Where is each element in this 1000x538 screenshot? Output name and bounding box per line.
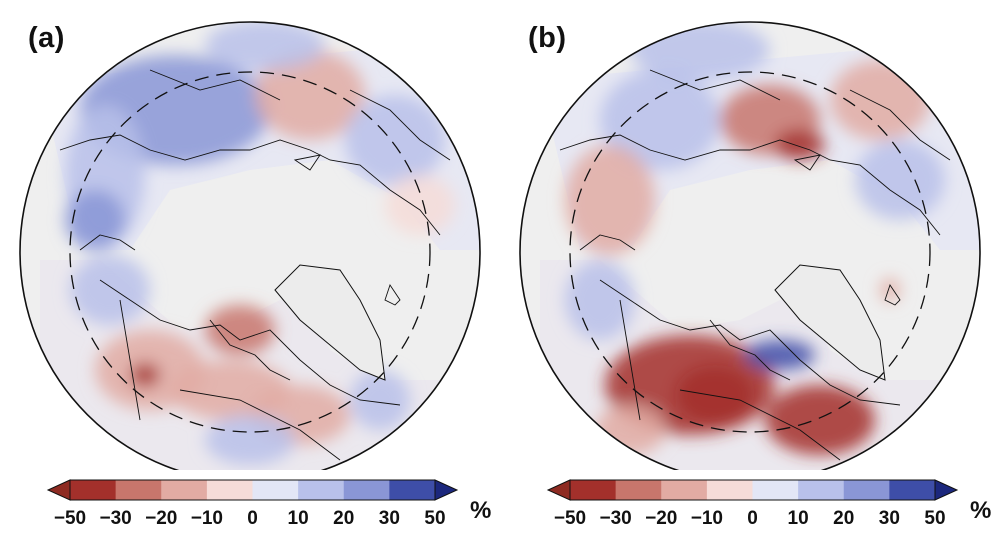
greenland <box>774 264 886 381</box>
polar-map <box>519 21 981 470</box>
colorbar-bin <box>661 480 708 500</box>
anomaly-patch <box>205 415 295 465</box>
colorbar-tick-label: 0 <box>747 508 758 529</box>
colorbar-tick-label: −30 <box>600 508 632 529</box>
anomaly-patch <box>600 70 720 170</box>
anomaly-patch <box>130 363 160 387</box>
colorbar-tick-label: 20 <box>333 508 354 529</box>
anomaly-patch <box>70 255 150 325</box>
colorbar-tick-label: −10 <box>191 508 223 529</box>
colorbar-bin <box>115 480 162 500</box>
colorbar-bin <box>298 480 345 500</box>
anomaly-patch <box>350 370 410 430</box>
map-boundary <box>19 21 481 470</box>
colorbar-tick-label: −20 <box>645 508 677 529</box>
colorbar-tick-label: 50 <box>424 508 445 529</box>
land-field <box>540 22 980 470</box>
anomaly-patch <box>565 145 655 255</box>
colorbar-tick-label: −50 <box>554 508 586 529</box>
colorbar-bin <box>798 480 845 500</box>
colorbar: −50 −30 −20 −10 0 10 20 30 50 % <box>46 479 491 529</box>
colorbar-overflow <box>934 479 959 501</box>
land-field <box>40 22 480 470</box>
panel-b: (b) <box>500 0 1000 538</box>
colorbar-bin <box>70 480 117 500</box>
colorbar-tick-label: 10 <box>788 508 809 529</box>
panel-label: (a) <box>28 22 65 54</box>
colorbar-unit: % <box>970 497 991 524</box>
colorbar-overflow <box>434 479 459 501</box>
panel-a: (a) <box>19 21 491 529</box>
anomaly-patch <box>765 385 875 455</box>
colorbar-bin <box>570 480 617 500</box>
colorbar-tick-label: 10 <box>288 508 309 529</box>
colorbar-bin <box>889 480 936 500</box>
colorbar-tick-label: 20 <box>833 508 854 529</box>
colorbar-tick-label: 30 <box>879 508 900 529</box>
colorbar-underflow <box>546 479 571 501</box>
anomaly-patch <box>255 50 365 140</box>
colorbar-unit: % <box>470 497 491 524</box>
colorbar-tick-label: −10 <box>691 508 723 529</box>
colorbar-frame <box>69 479 436 501</box>
anomaly-patch <box>675 365 755 425</box>
polar-map <box>19 21 481 470</box>
colorbar-bin <box>615 480 662 500</box>
anomaly-patch <box>775 130 825 160</box>
colorbar-tick-label: −50 <box>54 508 86 529</box>
colorbar: −50 −30 −20 −10 0 10 20 30 50 % <box>546 479 991 529</box>
anomaly-patch <box>565 260 635 340</box>
latitude-circle <box>69 71 431 433</box>
panel-label: (b) <box>528 22 567 54</box>
colorbar-tick-label: −30 <box>100 508 132 529</box>
colorbar-tick-label: −20 <box>145 508 177 529</box>
colorbar-frame <box>569 479 936 501</box>
map-boundary <box>519 21 981 470</box>
coastlines <box>59 69 451 461</box>
coastlines <box>559 69 951 461</box>
colorbar-bin <box>706 480 753 500</box>
latitude-circle <box>569 71 931 433</box>
anomaly-patch <box>205 305 275 355</box>
greenland <box>274 264 386 381</box>
anomaly-patch <box>385 175 455 235</box>
colorbar-bin <box>343 480 390 500</box>
colorbar-bin <box>389 480 436 500</box>
colorbar-tick-label: 0 <box>247 508 258 529</box>
anomaly-patch <box>855 140 945 220</box>
colorbar-bin <box>752 480 799 500</box>
anomaly-patch <box>205 22 325 70</box>
colorbar-bin <box>252 480 299 500</box>
anomaly-patch <box>880 278 900 302</box>
colorbar-bin <box>206 480 253 500</box>
anomaly-patch <box>630 22 770 80</box>
colorbar-tick-label: 50 <box>924 508 945 529</box>
colorbar-tick-label: 30 <box>379 508 400 529</box>
anomaly-patch <box>65 190 125 250</box>
colorbar-underflow <box>46 479 71 501</box>
colorbar-bin <box>843 480 890 500</box>
colorbar-bin <box>161 480 208 500</box>
